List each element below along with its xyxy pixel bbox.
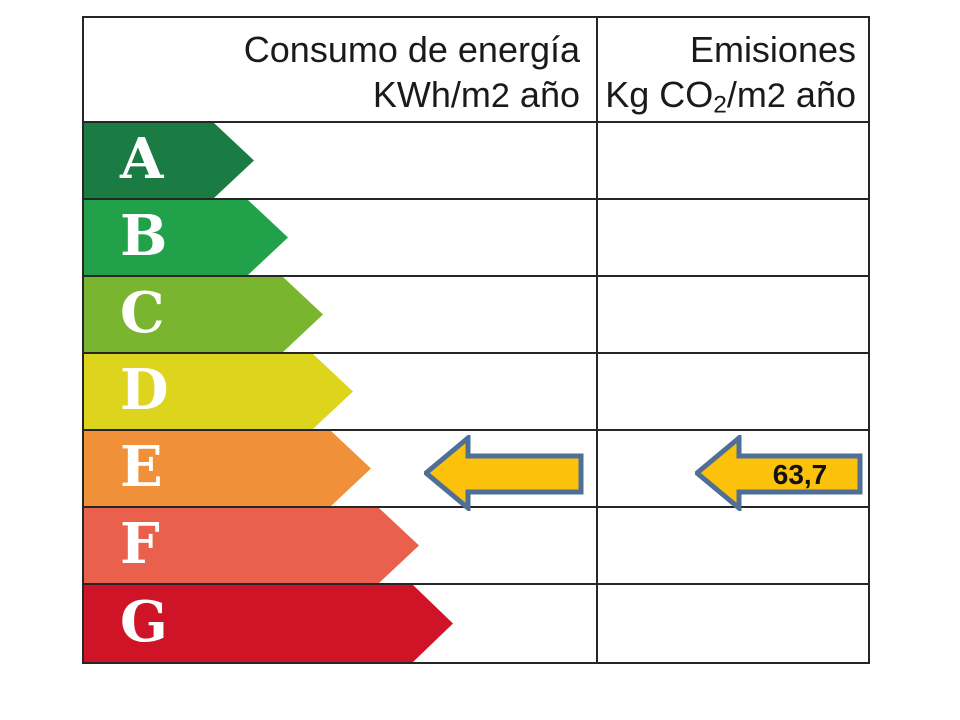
rating-row-g: G <box>84 585 868 662</box>
consumption-pointer-arrow <box>424 435 584 511</box>
rating-arrow: F <box>84 508 419 583</box>
rating-letter: B <box>120 202 168 269</box>
consumption-title: Consumo de energía <box>243 29 580 70</box>
table-header-row: Consumo de energía KWh/m2 año Emisiones … <box>84 18 868 123</box>
rating-letter: F <box>120 510 160 577</box>
rating-letter: D <box>120 356 169 423</box>
rating-row-e: E <box>84 431 868 508</box>
rating-row-f: F <box>84 508 868 585</box>
rating-row-a: A <box>84 123 868 200</box>
rating-row-b: B <box>84 200 868 277</box>
rating-letter: A <box>120 125 164 192</box>
energy-label-table: Consumo de energía KWh/m2 año Emisiones … <box>82 16 870 664</box>
rating-letter: C <box>120 279 165 346</box>
emissions-title: Emisiones <box>689 29 856 70</box>
consumption-unit: KWh/m2 año <box>372 74 580 115</box>
rating-arrow: B <box>84 200 288 275</box>
emissions-value: 63,7 <box>773 459 828 490</box>
rating-arrow: E <box>84 431 371 506</box>
rating-letter: G <box>120 588 168 655</box>
rating-arrow: C <box>84 277 323 352</box>
rating-rows: A B C D E <box>84 123 868 662</box>
emissions-unit: Kg CO2/m2 año <box>605 74 856 119</box>
header-consumption: Consumo de energía KWh/m2 año <box>84 18 596 121</box>
rating-row-c: C <box>84 277 868 354</box>
rating-arrow: A <box>84 123 254 198</box>
column-divider <box>596 18 598 662</box>
emissions-pointer-arrow: 63,7 <box>695 435 863 511</box>
rating-letter: E <box>120 433 163 500</box>
rating-arrow: G <box>84 585 453 662</box>
rating-arrow: D <box>84 354 353 429</box>
rating-row-d: D <box>84 354 868 431</box>
header-emissions: Emisiones Kg CO2/m2 año <box>596 18 868 121</box>
